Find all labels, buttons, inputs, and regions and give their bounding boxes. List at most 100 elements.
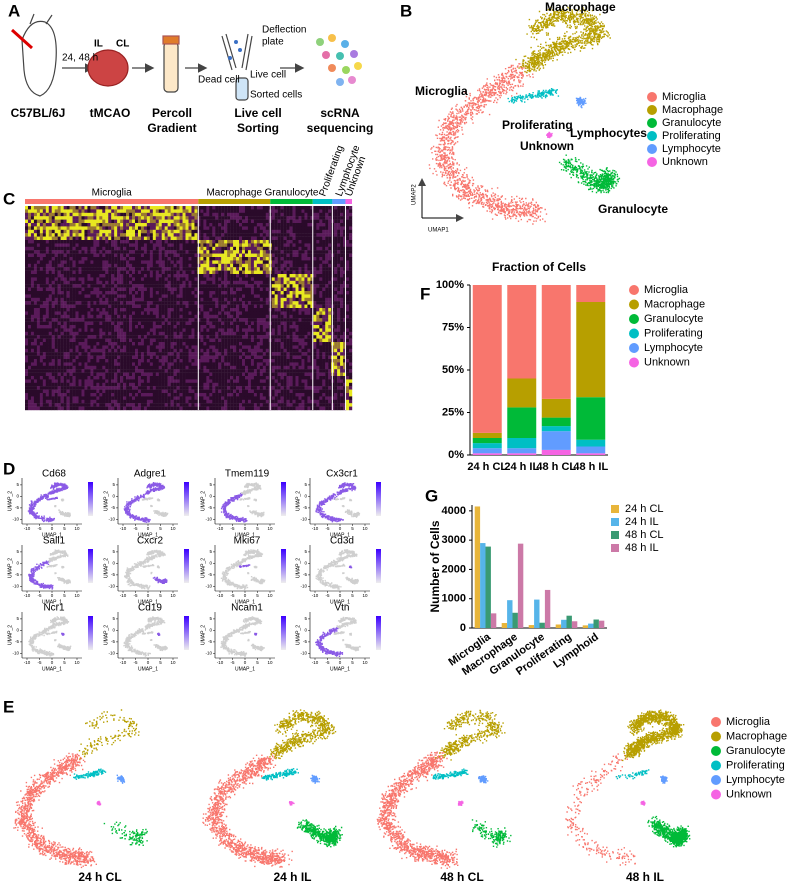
heatmap-cell bbox=[209, 246, 213, 251]
heatmap-cell bbox=[250, 212, 255, 217]
heatmap-cell bbox=[102, 260, 106, 264]
heatmap-cell bbox=[233, 219, 237, 224]
heatmap-cell bbox=[167, 362, 171, 366]
heatmap-cell bbox=[105, 263, 109, 268]
heatmap-cell bbox=[129, 318, 133, 322]
heatmap-cell bbox=[143, 328, 148, 332]
heatmap-cell bbox=[155, 304, 159, 309]
heatmap-cell bbox=[194, 297, 198, 302]
heatmap-cell bbox=[105, 393, 109, 397]
heatmap-cell bbox=[114, 274, 118, 278]
heatmap-cell bbox=[152, 301, 156, 305]
heatmap-cell bbox=[167, 280, 171, 285]
heatmap-cell bbox=[230, 311, 234, 315]
heatmap-cell bbox=[230, 209, 234, 213]
heatmap-cell bbox=[108, 263, 112, 268]
heatmap-cell bbox=[250, 382, 255, 387]
heatmap-cell bbox=[60, 393, 64, 397]
heatmap-cell bbox=[120, 345, 124, 349]
heatmap-cell bbox=[203, 399, 207, 404]
panel-letter: A bbox=[8, 1, 20, 20]
heatmap-cell bbox=[164, 291, 168, 295]
heatmap-cell bbox=[221, 311, 225, 315]
heatmap-cell bbox=[164, 209, 168, 213]
heatmap-cell bbox=[176, 308, 180, 312]
heatmap-cell bbox=[129, 253, 133, 258]
heatmap-cell bbox=[191, 321, 195, 326]
heatmap-cell bbox=[90, 233, 94, 237]
heatmap-cell bbox=[188, 233, 192, 237]
heatmap-cell bbox=[218, 229, 222, 234]
heatmap-cell bbox=[140, 287, 145, 292]
heatmap-cell bbox=[215, 376, 219, 380]
heatmap-cell bbox=[134, 325, 139, 329]
heatmap-cell bbox=[253, 297, 258, 302]
heatmap-cell bbox=[78, 294, 82, 298]
heatmap-cell bbox=[140, 393, 145, 397]
heatmap-cell bbox=[66, 314, 70, 319]
heatmap-cell bbox=[167, 304, 171, 309]
heatmap-cell bbox=[87, 318, 91, 322]
heatmap-cell bbox=[143, 294, 148, 298]
heatmap-cell bbox=[33, 379, 38, 383]
heatmap-cell bbox=[191, 257, 195, 261]
heatmap-cell bbox=[173, 216, 177, 220]
heatmap-cell bbox=[167, 342, 171, 346]
heatmap-cell bbox=[105, 406, 109, 411]
heatmap-cell bbox=[99, 291, 103, 295]
heatmap-cell bbox=[134, 355, 139, 360]
heatmap-cell bbox=[221, 365, 225, 370]
heatmap-cell bbox=[182, 209, 186, 213]
heatmap-cell bbox=[137, 277, 142, 281]
heatmap-cell bbox=[114, 280, 118, 285]
heatmap-cell bbox=[215, 270, 219, 275]
heatmap-cell bbox=[161, 318, 165, 322]
heatmap-cell bbox=[78, 338, 82, 343]
heatmap-cell bbox=[152, 396, 156, 400]
heatmap-cell bbox=[75, 277, 79, 281]
heatmap-cell bbox=[123, 270, 127, 275]
heatmap-cell bbox=[25, 277, 29, 281]
heatmap-cell bbox=[105, 294, 109, 298]
heatmap-cell bbox=[256, 257, 261, 261]
heatmap-cell bbox=[155, 382, 159, 387]
heatmap-cell bbox=[250, 311, 255, 315]
heatmap-cell bbox=[250, 263, 255, 268]
heatmap-cell bbox=[87, 348, 91, 353]
heatmap-cell bbox=[93, 274, 97, 278]
heatmap-cell bbox=[152, 253, 156, 258]
heatmap-cell bbox=[212, 267, 216, 271]
heatmap-cell bbox=[57, 212, 61, 217]
heatmap-cell bbox=[244, 284, 249, 288]
heatmap-cell bbox=[36, 236, 41, 241]
heatmap-cell bbox=[203, 243, 207, 247]
heatmap-cell bbox=[194, 277, 198, 281]
heatmap-cell bbox=[191, 297, 195, 302]
heatmap-cell bbox=[161, 338, 165, 343]
heatmap-cell bbox=[182, 325, 186, 329]
heatmap-cell bbox=[250, 270, 255, 275]
heatmap-cell bbox=[111, 294, 115, 298]
heatmap-cell bbox=[194, 359, 198, 363]
heatmap-cell bbox=[117, 308, 121, 312]
heatmap-cell bbox=[161, 314, 165, 319]
heatmap-cell bbox=[33, 260, 38, 264]
heatmap-cell bbox=[224, 267, 228, 271]
heatmap-cell bbox=[247, 246, 252, 251]
heatmap-cell bbox=[105, 376, 109, 380]
heatmap-cell bbox=[173, 352, 177, 356]
heatmap-cell bbox=[155, 212, 159, 217]
heatmap-cell bbox=[185, 284, 189, 288]
heatmap-cell bbox=[96, 314, 100, 319]
heatmap-cell bbox=[230, 308, 234, 312]
heatmap-cell bbox=[218, 280, 222, 285]
heatmap-cell bbox=[206, 352, 210, 356]
heatmap-cell bbox=[188, 369, 192, 373]
heatmap-cell bbox=[63, 284, 67, 288]
heatmap-cell bbox=[99, 345, 103, 349]
heatmap-cell bbox=[99, 365, 103, 370]
heatmap-cell bbox=[194, 219, 198, 224]
heatmap-cell bbox=[224, 260, 228, 264]
heatmap-cell bbox=[81, 325, 85, 329]
heatmap-cell bbox=[200, 243, 204, 247]
